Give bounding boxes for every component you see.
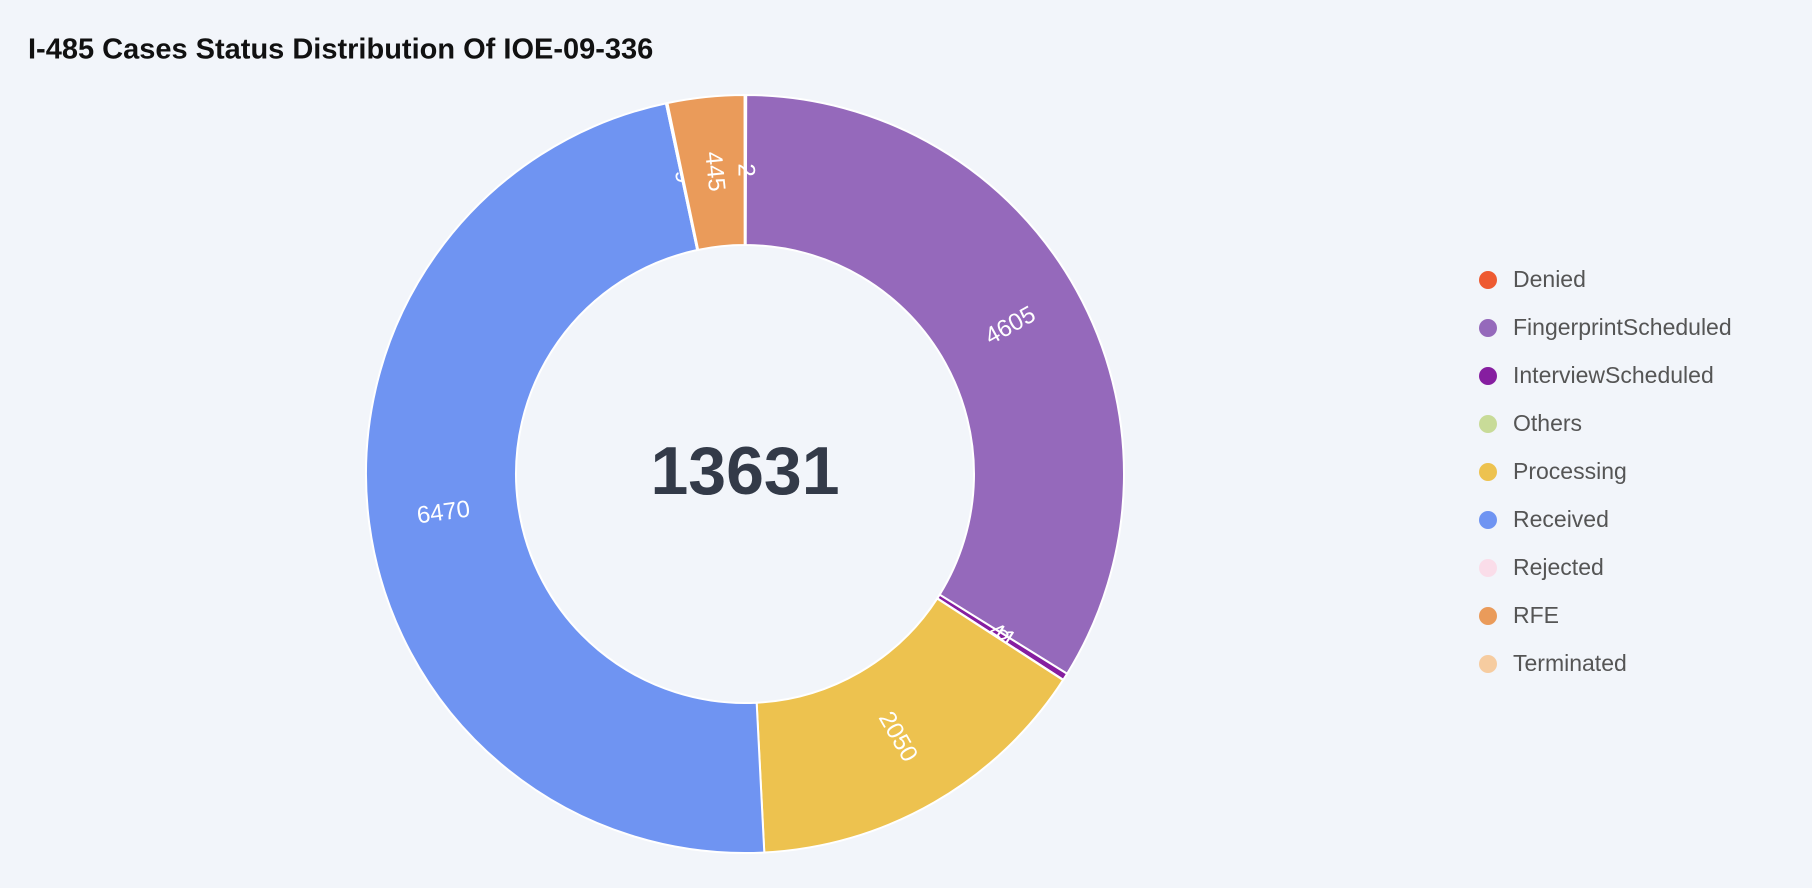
donut-slice xyxy=(744,93,1125,676)
slice-label: 2 xyxy=(733,163,760,176)
total-label: 13631 xyxy=(650,433,839,509)
legend-label[interactable]: Denied xyxy=(1513,266,1586,292)
legend-marker[interactable] xyxy=(1479,559,1497,577)
legend-marker[interactable] xyxy=(1479,511,1497,529)
legend-marker[interactable] xyxy=(1479,271,1497,289)
legend-label[interactable]: Received xyxy=(1513,506,1609,532)
legend-label[interactable]: Rejected xyxy=(1513,554,1604,580)
legend-label[interactable]: Processing xyxy=(1513,458,1627,484)
legend-marker[interactable] xyxy=(1479,607,1497,625)
legend-marker[interactable] xyxy=(1479,415,1497,433)
legend-marker[interactable] xyxy=(1479,463,1497,481)
legend-label[interactable]: RFE xyxy=(1513,602,1559,628)
slice-label: 445 xyxy=(699,150,730,193)
legend-marker[interactable] xyxy=(1479,367,1497,385)
legend-marker[interactable] xyxy=(1479,319,1497,337)
legend-marker[interactable] xyxy=(1479,655,1497,673)
legend-label[interactable]: Terminated xyxy=(1513,650,1627,676)
donut-slice xyxy=(755,597,1065,854)
donut-slice xyxy=(365,102,766,854)
legend-label[interactable]: Others xyxy=(1513,410,1582,436)
legend-label[interactable]: FingerprintScheduled xyxy=(1513,314,1732,340)
chart-title: I-485 Cases Status Distribution Of IOE-0… xyxy=(28,34,653,66)
legend-label[interactable]: InterviewScheduled xyxy=(1513,362,1714,388)
